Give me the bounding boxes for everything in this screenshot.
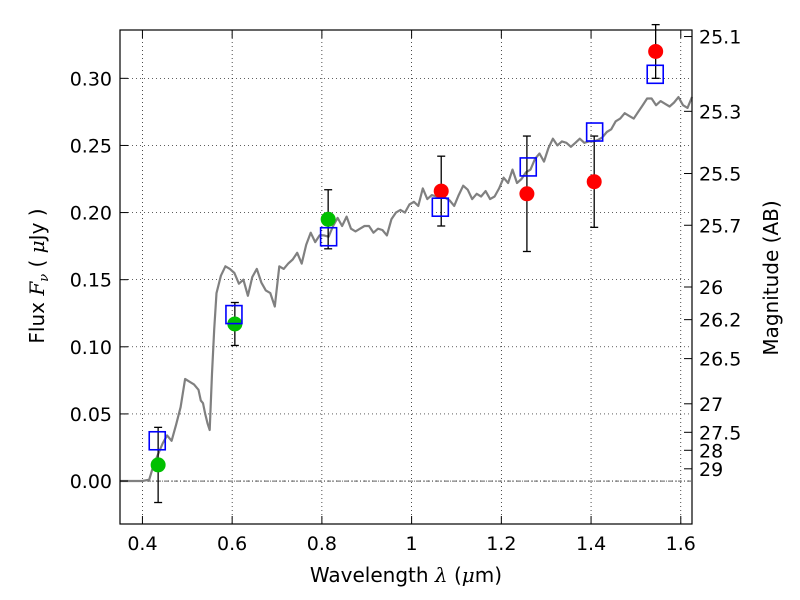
y-axis-label: Flux Fν ( μJy ) bbox=[25, 208, 52, 343]
model-spectrum bbox=[120, 96, 694, 483]
y2-tick-label: 25.3 bbox=[699, 101, 741, 123]
y-tick-label: 0.20 bbox=[70, 203, 112, 225]
x-tick-label: 0.4 bbox=[127, 533, 157, 555]
model-photometry-point bbox=[646, 64, 665, 85]
model-photometry-point bbox=[319, 226, 338, 247]
x-tick-label: 0.6 bbox=[217, 533, 247, 555]
y-tick-label: 0.05 bbox=[70, 404, 112, 426]
x-tick-label: 1 bbox=[406, 533, 418, 555]
y2-tick-label: 25.5 bbox=[699, 164, 741, 186]
data-point bbox=[433, 183, 449, 199]
y-tick-label: 0.10 bbox=[70, 337, 112, 359]
y2-tick-label: 29 bbox=[699, 459, 723, 481]
data-points bbox=[148, 23, 665, 504]
y2-tick-label: 28 bbox=[699, 440, 723, 462]
data-point bbox=[586, 174, 602, 190]
model-photometry-point bbox=[585, 122, 604, 142]
y2-tick-label: 26.2 bbox=[699, 310, 741, 332]
y-tick-label: 0.15 bbox=[70, 270, 112, 292]
y2-tick-label: 25.7 bbox=[699, 215, 741, 237]
x-tick-label: 1.2 bbox=[486, 533, 516, 555]
model-photometry-point bbox=[431, 197, 450, 217]
data-point bbox=[150, 457, 166, 473]
y2-axis-label: Magnitude (AB) bbox=[759, 200, 783, 355]
grid-lines bbox=[120, 30, 692, 524]
y2-tick-label: 27 bbox=[699, 394, 723, 416]
y-tick-label: 0.30 bbox=[70, 68, 112, 90]
data-point bbox=[648, 43, 664, 59]
y-tick-label: 0.00 bbox=[70, 471, 112, 493]
data-point bbox=[320, 211, 336, 227]
y2-tick-label: 26 bbox=[699, 277, 723, 299]
y2-tick-label: 25.1 bbox=[699, 27, 741, 49]
x-tick-label: 0.8 bbox=[307, 533, 337, 555]
model-photometry-point bbox=[225, 304, 243, 325]
model-photometry-point bbox=[519, 157, 538, 177]
y2-tick-label: 26.5 bbox=[699, 349, 741, 371]
data-point bbox=[519, 186, 535, 202]
axis-ticks: 0.4 0.6 0.8 1 1.2 1.4 1.6 0.00 0.05 0.10 0.15 0.20 0… bbox=[70, 27, 742, 555]
x-axis-label: Wavelength λ (μm) bbox=[310, 563, 502, 587]
model-photometry-point bbox=[148, 430, 167, 451]
y-tick-label: 0.25 bbox=[70, 135, 112, 157]
y2-tick-label: 27.5 bbox=[699, 422, 741, 444]
spectrum-line bbox=[120, 96, 694, 483]
plot-frame bbox=[119, 29, 693, 525]
x-tick-label: 1.4 bbox=[576, 533, 606, 555]
x-tick-label: 1.6 bbox=[666, 533, 696, 555]
